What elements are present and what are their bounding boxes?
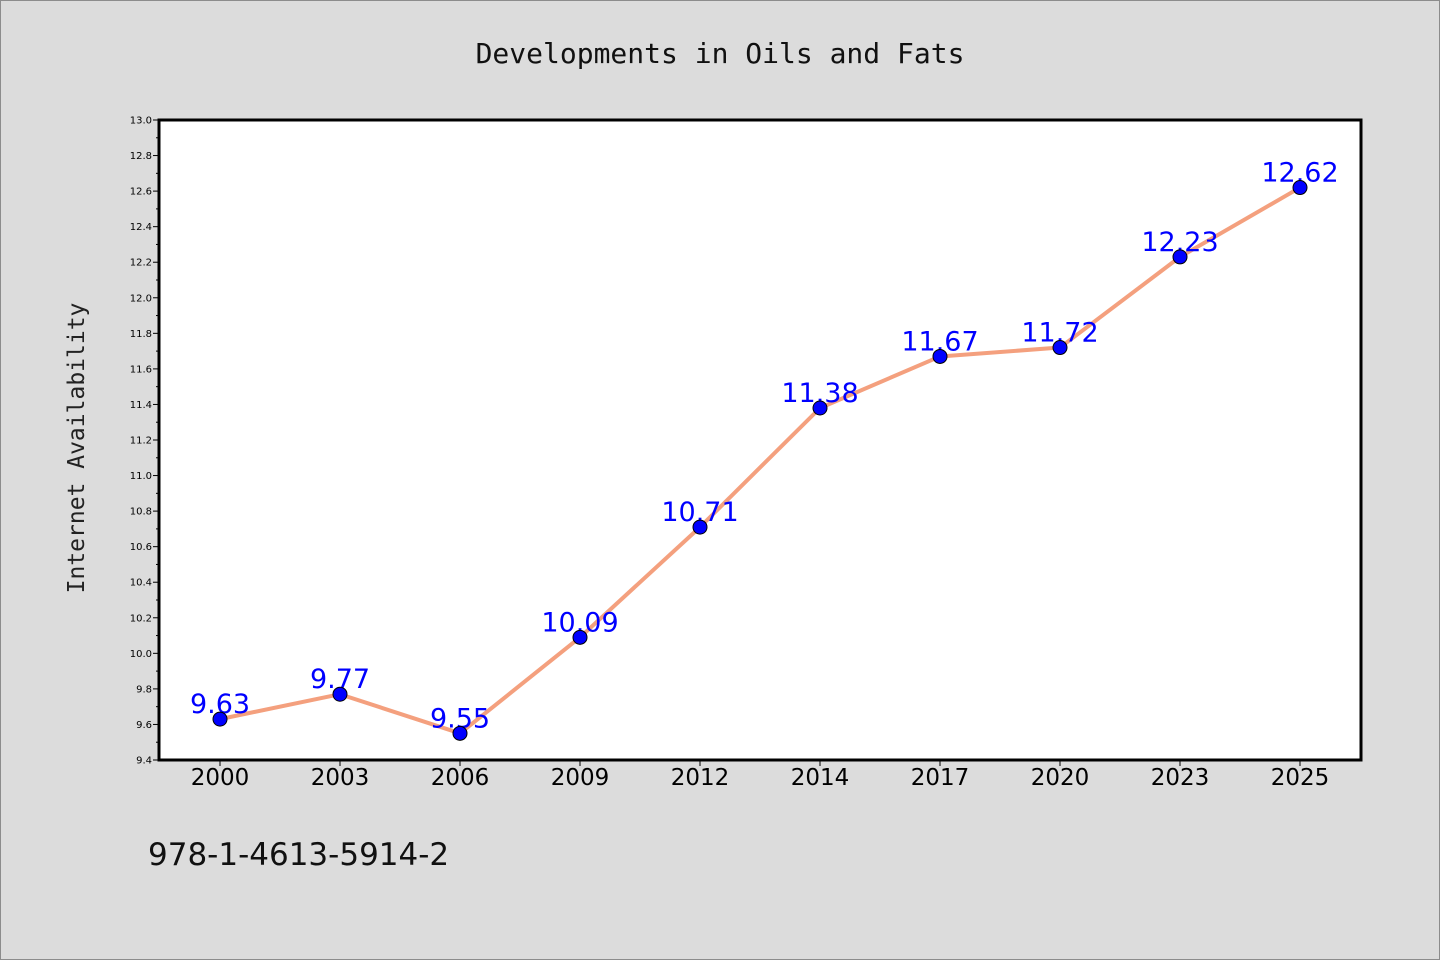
y-tick-label: 12.8 — [130, 151, 152, 162]
data-point-marker — [692, 519, 708, 535]
y-tick-label: 10.6 — [130, 542, 152, 553]
y-tick-label: 11.6 — [130, 364, 152, 375]
plot-area — [159, 120, 1361, 760]
footnote-isbn: 978-1-4613-5914-2 — [148, 837, 449, 873]
data-point-marker — [452, 725, 468, 741]
data-point-marker — [1172, 249, 1188, 265]
data-point-marker — [212, 711, 228, 727]
y-tick-label: 10.0 — [130, 649, 152, 660]
y-tick-label: 10.4 — [130, 578, 152, 589]
x-tick-label: 2025 — [1271, 765, 1330, 791]
y-tick-label: 9.4 — [136, 756, 152, 767]
y-tick-label: 12.6 — [130, 187, 152, 198]
x-tick-label: 2023 — [1151, 765, 1210, 791]
y-tick-label: 12.0 — [130, 293, 152, 304]
x-tick-label: 2014 — [791, 765, 850, 791]
y-axis: 9.4 9.6 9.8 10.0 10.2 10.4 10.6 10.8 11.0 11.2 11.… — [130, 116, 159, 767]
y-tick-label: 9.8 — [136, 684, 152, 695]
x-tick-label: 2003 — [311, 765, 370, 791]
x-axis: 2000 2003 2006 2009 2012 2014 2017 2020 2023 2025 — [191, 760, 1330, 791]
data-point-marker — [572, 629, 588, 645]
data-point-marker — [812, 400, 828, 416]
y-tick-label: 13.0 — [130, 116, 152, 127]
x-tick-label: 2000 — [191, 765, 250, 791]
plot-border — [157, 118, 1363, 762]
x-tick-label: 2006 — [431, 765, 490, 791]
x-tick-label: 2012 — [671, 765, 730, 791]
x-tick-label: 2009 — [551, 765, 610, 791]
chart-title: Developments in Oils and Fats — [476, 37, 965, 70]
y-tick-label: 11.8 — [130, 329, 152, 340]
y-tick-label: 11.4 — [130, 400, 152, 411]
y-axis-label: Internet Availability — [64, 303, 90, 594]
y-tick-label: 11.0 — [130, 471, 152, 482]
y-tick-label: 9.6 — [136, 720, 152, 731]
data-point-marker — [932, 348, 948, 364]
data-point-marker — [332, 686, 348, 702]
x-tick-label: 2020 — [1031, 765, 1090, 791]
series-line — [218, 185, 1302, 736]
data-point-marker — [1052, 340, 1068, 356]
y-tick-label: 12.2 — [130, 258, 152, 269]
y-tick-label: 10.8 — [130, 507, 152, 518]
y-tick-label: 12.4 — [130, 222, 152, 233]
data-point-marker — [1292, 180, 1308, 196]
y-tick-label: 11.2 — [130, 436, 152, 447]
y-tick-label: 10.2 — [130, 613, 152, 624]
x-tick-label: 2017 — [911, 765, 970, 791]
